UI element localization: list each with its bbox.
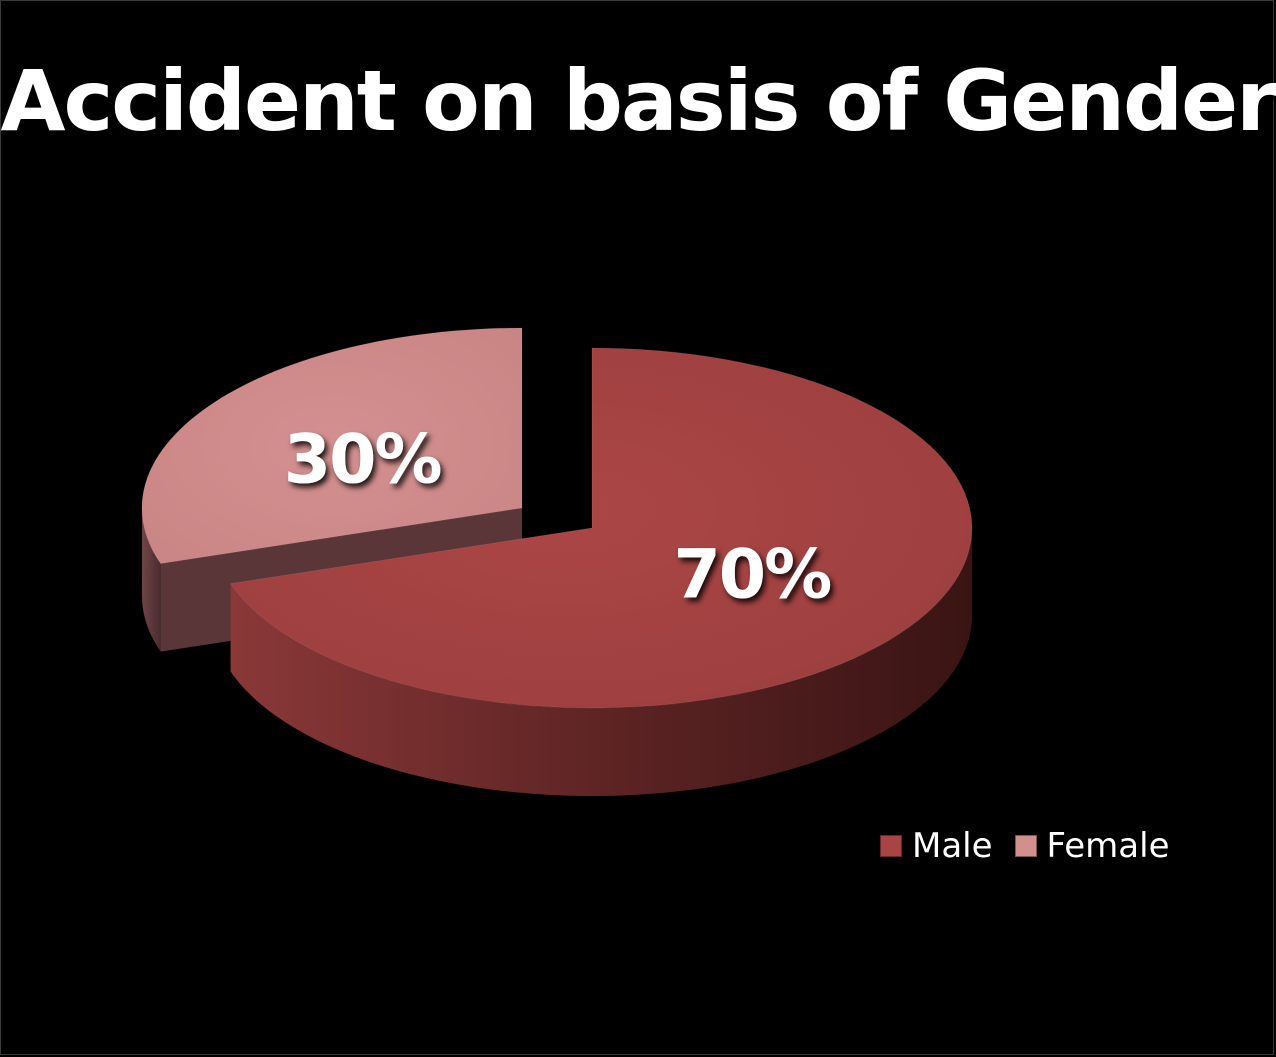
pie-slice-male-top bbox=[229, 347, 973, 709]
legend-swatch-female bbox=[1014, 835, 1037, 857]
pie-label-male: 70% bbox=[673, 536, 830, 615]
legend-swatch-male bbox=[880, 835, 902, 857]
chart-title: Accident on basis of Gender bbox=[0, 52, 1276, 150]
legend-label-female: Female bbox=[1046, 826, 1170, 866]
legend-item-female: Female bbox=[1014, 826, 1170, 866]
pie-slice-male-side bbox=[230, 528, 973, 797]
legend-item-male: Male bbox=[880, 826, 993, 866]
pie-label-female: 30% bbox=[284, 420, 441, 499]
legend: Male Female bbox=[880, 826, 1169, 866]
pie-slice-female-top bbox=[141, 327, 523, 565]
pie-slice-male bbox=[229, 347, 973, 797]
legend-label-male: Male bbox=[912, 826, 993, 866]
